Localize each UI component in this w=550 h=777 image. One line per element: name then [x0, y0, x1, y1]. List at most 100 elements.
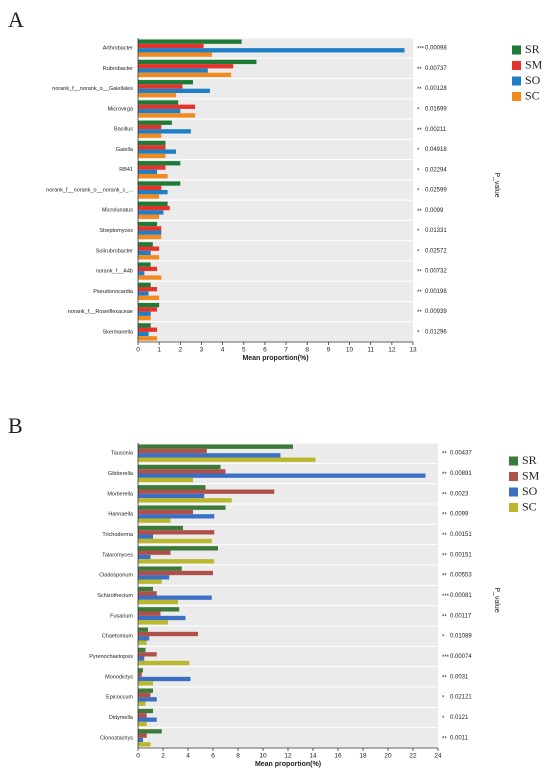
bar — [138, 68, 208, 73]
category-label: Microlunatus — [102, 208, 133, 214]
side-label: P_value — [493, 172, 500, 197]
row-band — [138, 728, 438, 748]
bar — [138, 226, 162, 231]
p-value: 0.00151 — [450, 532, 472, 538]
bar — [138, 43, 204, 49]
bar — [138, 88, 210, 93]
significance: * — [442, 716, 445, 722]
significance: * — [417, 108, 420, 114]
x-tick-label: 5 — [242, 347, 246, 354]
bar — [138, 599, 178, 605]
bar — [138, 307, 158, 312]
x-tick-label: 13 — [409, 347, 417, 354]
x-tick-label: 6 — [263, 347, 267, 354]
x-tick-label: 9 — [327, 347, 331, 354]
legend-swatch — [512, 61, 521, 70]
p-value: 0.00939 — [425, 309, 447, 315]
p-value: 0.0031 — [450, 674, 469, 680]
bar — [138, 676, 191, 682]
bar — [138, 708, 153, 714]
category-label: Skermanella — [102, 329, 134, 335]
x-tick-label: 7 — [284, 347, 288, 354]
significance: ** — [442, 452, 447, 458]
bar — [138, 485, 206, 490]
legend-swatch — [512, 92, 521, 101]
row-band — [138, 606, 438, 626]
p-value: 0.00198 — [425, 289, 447, 295]
category-label: Microvirga — [108, 106, 134, 112]
bar — [138, 39, 242, 44]
bar — [138, 246, 160, 251]
legend-label: SR — [522, 453, 537, 467]
category-label: Gaiella — [116, 147, 134, 153]
significance: ** — [417, 209, 422, 215]
row-band — [138, 524, 438, 545]
bar — [138, 627, 148, 632]
bar — [138, 165, 166, 170]
bar — [138, 174, 168, 179]
p-value: 0.00151 — [450, 552, 472, 558]
legend-swatch — [512, 45, 521, 55]
category-label: Arthrobacter — [103, 46, 133, 52]
legend-label: SO — [525, 73, 541, 87]
significance: *** — [417, 47, 425, 53]
p-value: 0.00098 — [425, 46, 447, 52]
bar — [138, 221, 158, 227]
bar — [138, 311, 151, 316]
bar — [138, 210, 164, 215]
bar — [138, 631, 198, 637]
category-label: Tausonia — [111, 451, 134, 457]
p-value: 0.0121 — [450, 715, 469, 721]
bar — [138, 444, 293, 449]
category-label: norank_f__Roseiflexaceae — [68, 309, 133, 315]
p-value: 0.02294 — [425, 167, 447, 173]
bar — [138, 473, 426, 478]
bar — [138, 255, 160, 260]
category-label: Schizothecium — [97, 593, 133, 599]
x-tick-label: 14 — [309, 753, 317, 760]
x-tick-label: 8 — [236, 753, 240, 760]
bar — [138, 92, 177, 98]
legend-label: SO — [522, 484, 538, 498]
x-tick-label: 16 — [334, 753, 342, 760]
significance: ** — [442, 675, 447, 681]
bar — [138, 721, 147, 727]
x-tick-label: 1 — [157, 347, 161, 354]
bar — [138, 518, 171, 523]
bar — [138, 124, 162, 130]
significance: ** — [442, 574, 447, 580]
x-tick-label: 22 — [409, 753, 417, 760]
side-label: P_value — [493, 587, 500, 612]
bar — [138, 271, 145, 276]
bar — [138, 546, 218, 551]
x-tick-label: 2 — [178, 347, 182, 354]
bar — [138, 242, 153, 247]
bar — [138, 530, 215, 535]
category-label: norank_f__A4b — [96, 269, 133, 275]
bar — [138, 291, 149, 296]
significance: ** — [417, 87, 422, 93]
bar — [138, 498, 232, 503]
p-value: 0.02572 — [425, 248, 447, 254]
bar — [138, 457, 316, 462]
legend-swatch — [512, 76, 521, 86]
row-band — [138, 99, 413, 119]
bar — [138, 266, 158, 272]
significance: * — [417, 148, 420, 154]
p-value: 0.00074 — [450, 654, 472, 660]
row-band — [138, 281, 413, 301]
row-band — [138, 220, 413, 241]
bar — [138, 52, 213, 57]
bar — [138, 161, 181, 166]
x-axis-label: Mean proportion(%) — [255, 761, 321, 768]
bar — [138, 647, 146, 653]
category-label: Streptomyces — [99, 228, 133, 234]
bar — [138, 315, 151, 321]
bar — [138, 672, 142, 677]
bar — [138, 534, 153, 539]
x-tick-label: 6 — [211, 753, 215, 760]
p-value: 0.02599 — [425, 188, 447, 194]
p-value: 0.00211 — [425, 127, 447, 133]
bar — [138, 525, 183, 531]
legend-label: SM — [525, 57, 543, 71]
